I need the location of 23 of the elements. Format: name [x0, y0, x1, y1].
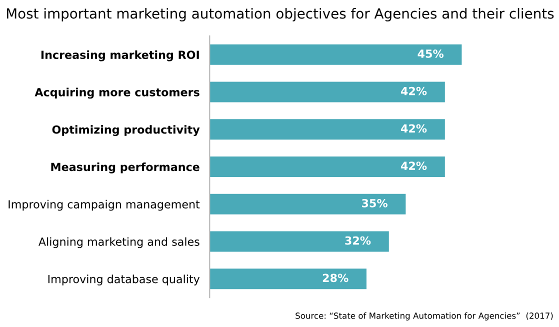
bar	[210, 268, 366, 290]
data-label: 42%	[400, 86, 427, 96]
data-label: 32%	[345, 236, 371, 245]
y-tick-label: Increasing marketing ROI	[41, 50, 199, 62]
y-tick-label: Aligning marketing and sales	[38, 237, 200, 248]
y-tick-label: Improving campaign management	[8, 200, 200, 211]
bar	[210, 231, 389, 252]
data-label: 45%	[418, 49, 444, 58]
bar	[210, 156, 445, 178]
y-tick-label: Improving database quality	[48, 274, 200, 286]
y-tick-label: Optimizing productivity	[52, 125, 200, 136]
data-label: 42%	[400, 124, 427, 133]
bar	[210, 119, 445, 140]
bar	[210, 194, 406, 214]
data-label: 28%	[322, 274, 348, 282]
data-label: 35%	[362, 198, 388, 208]
bar	[210, 44, 462, 65]
source-note: Source: “State of Marketing Automation for Agencies” (2017)	[296, 312, 553, 320]
chart-title: Most important marketing automation objectives for Agencies and their clients	[6, 8, 554, 22]
y-tick-label: Measuring performance	[51, 162, 200, 174]
y-tick-label: Acquiring more customers	[34, 88, 200, 99]
data-label: 42%	[400, 162, 427, 170]
bar	[210, 82, 445, 102]
